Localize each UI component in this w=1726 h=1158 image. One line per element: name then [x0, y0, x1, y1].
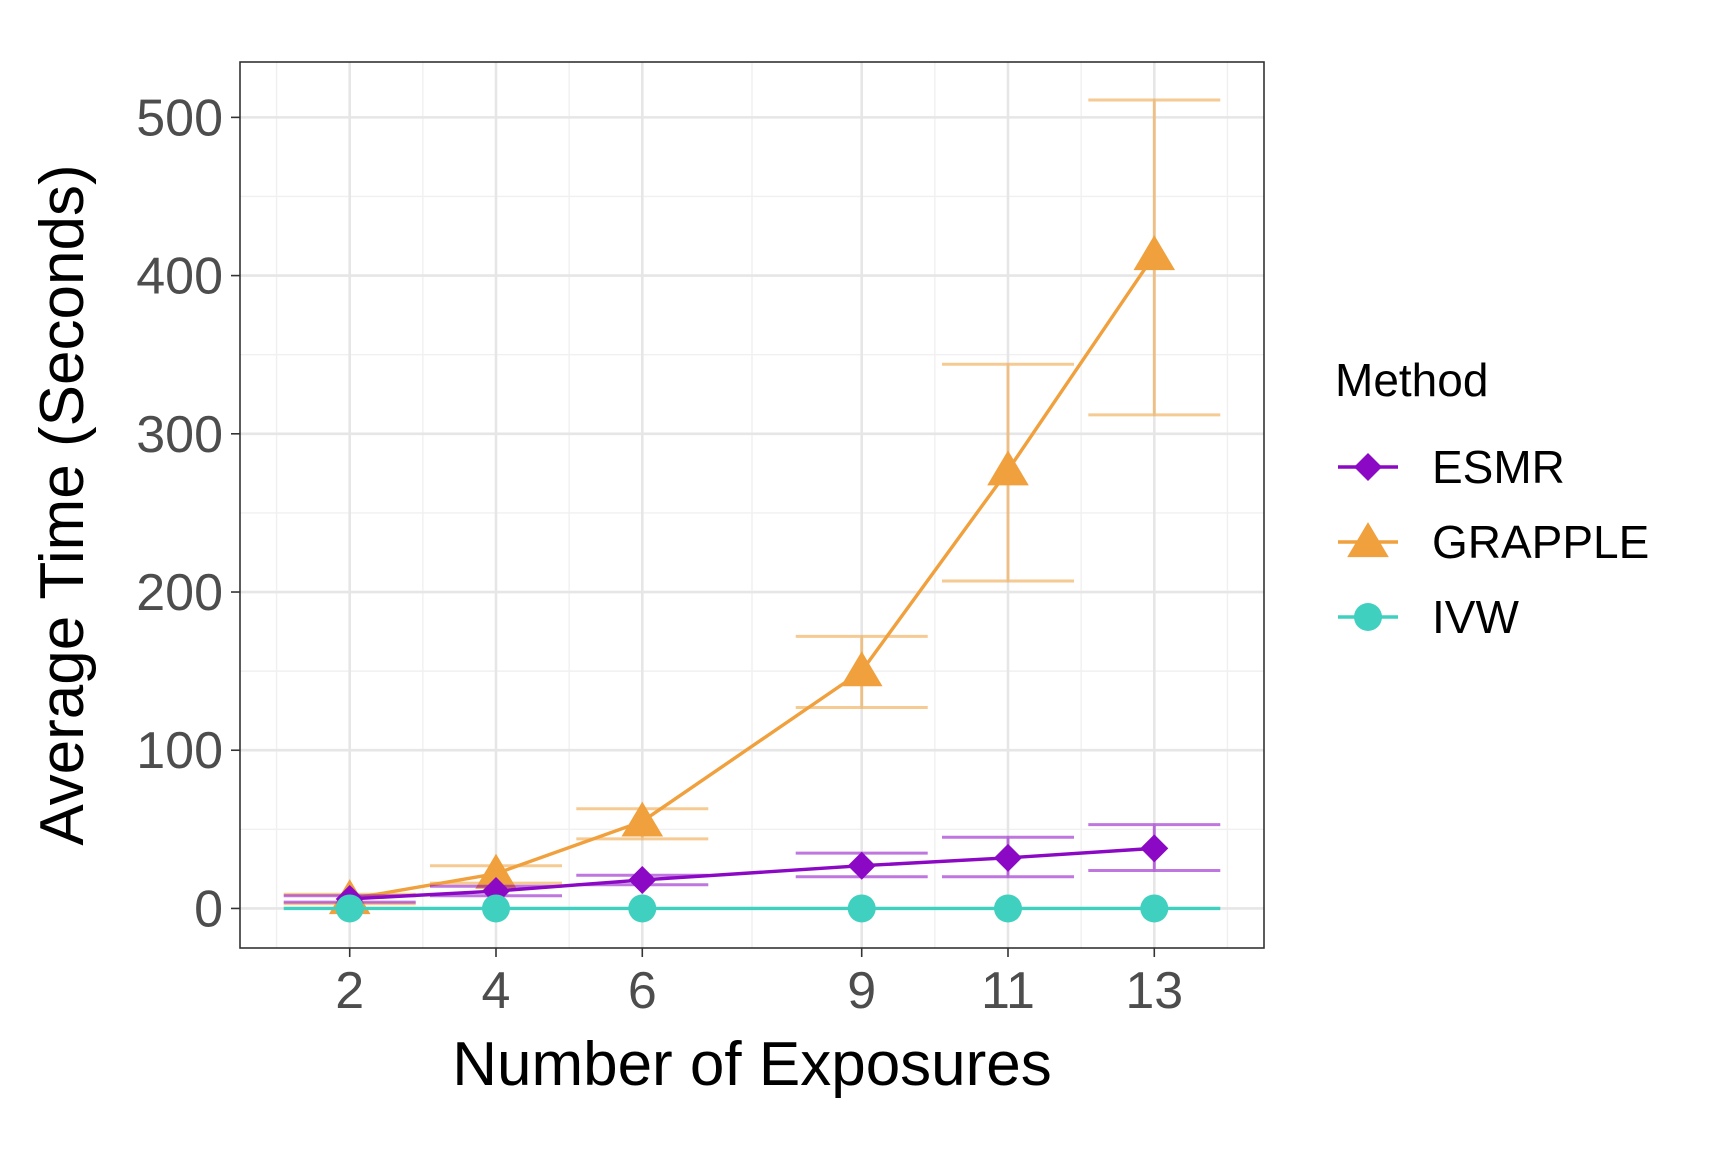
- legend-item-ivw: IVW: [1338, 591, 1519, 643]
- data-point: [847, 894, 876, 923]
- y-tick-label: 100: [136, 722, 223, 780]
- y-axis-ticks: 0 100 200 300 400 500: [136, 89, 240, 938]
- y-tick-label: 0: [194, 880, 223, 938]
- series-line: [349, 254, 1156, 901]
- data-point: [840, 651, 883, 687]
- legend-label: GRAPPLE: [1432, 516, 1649, 568]
- series-line: [349, 846, 1155, 901]
- x-tick-label: 11: [981, 962, 1035, 1020]
- x-axis-ticks: 2 4 6 9 11 13: [335, 948, 1183, 1020]
- x-tick-label: 4: [482, 962, 511, 1020]
- y-tick-label: 200: [136, 564, 223, 622]
- legend-label: IVW: [1432, 591, 1519, 643]
- legend-item-grapple: GRAPPLE: [1338, 516, 1649, 568]
- x-axis-title: Number of Exposures: [452, 1030, 1052, 1099]
- series-layer: [283, 98, 1221, 923]
- data-point: [335, 894, 364, 923]
- legend-label: ESMR: [1432, 441, 1565, 493]
- legend-key-marker: [1347, 522, 1389, 558]
- legend: Method ESMR GRAPPLE IVW: [1335, 354, 1649, 643]
- data-point: [628, 865, 657, 894]
- data-point: [1140, 894, 1169, 923]
- x-tick-label: 6: [628, 962, 657, 1020]
- legend-key-marker: [1354, 603, 1382, 631]
- y-axis-title: Average Time (Seconds): [28, 164, 97, 845]
- data-point: [475, 853, 517, 889]
- data-point: [987, 450, 1029, 486]
- y-tick-label: 500: [136, 89, 223, 147]
- data-point: [1133, 235, 1176, 271]
- data-point: [847, 851, 876, 880]
- x-tick-label: 2: [335, 962, 364, 1020]
- series-ivw: [283, 894, 1221, 923]
- data-point: [628, 894, 657, 923]
- data-point: [994, 843, 1022, 872]
- y-tick-label: 400: [136, 248, 223, 306]
- data-point: [482, 894, 510, 923]
- plot-panel-border: [239, 61, 1265, 949]
- legend-key-marker: [1354, 453, 1382, 481]
- x-tick-label: 9: [847, 962, 876, 1020]
- legend-item-esmr: ESMR: [1338, 441, 1565, 493]
- x-tick-label: 13: [1125, 962, 1183, 1020]
- y-tick-label: 300: [136, 406, 223, 464]
- data-point: [621, 801, 664, 837]
- grid-minor: [240, 62, 1264, 948]
- data-point: [1140, 834, 1169, 863]
- data-point: [994, 894, 1022, 923]
- legend-title: Method: [1335, 354, 1488, 406]
